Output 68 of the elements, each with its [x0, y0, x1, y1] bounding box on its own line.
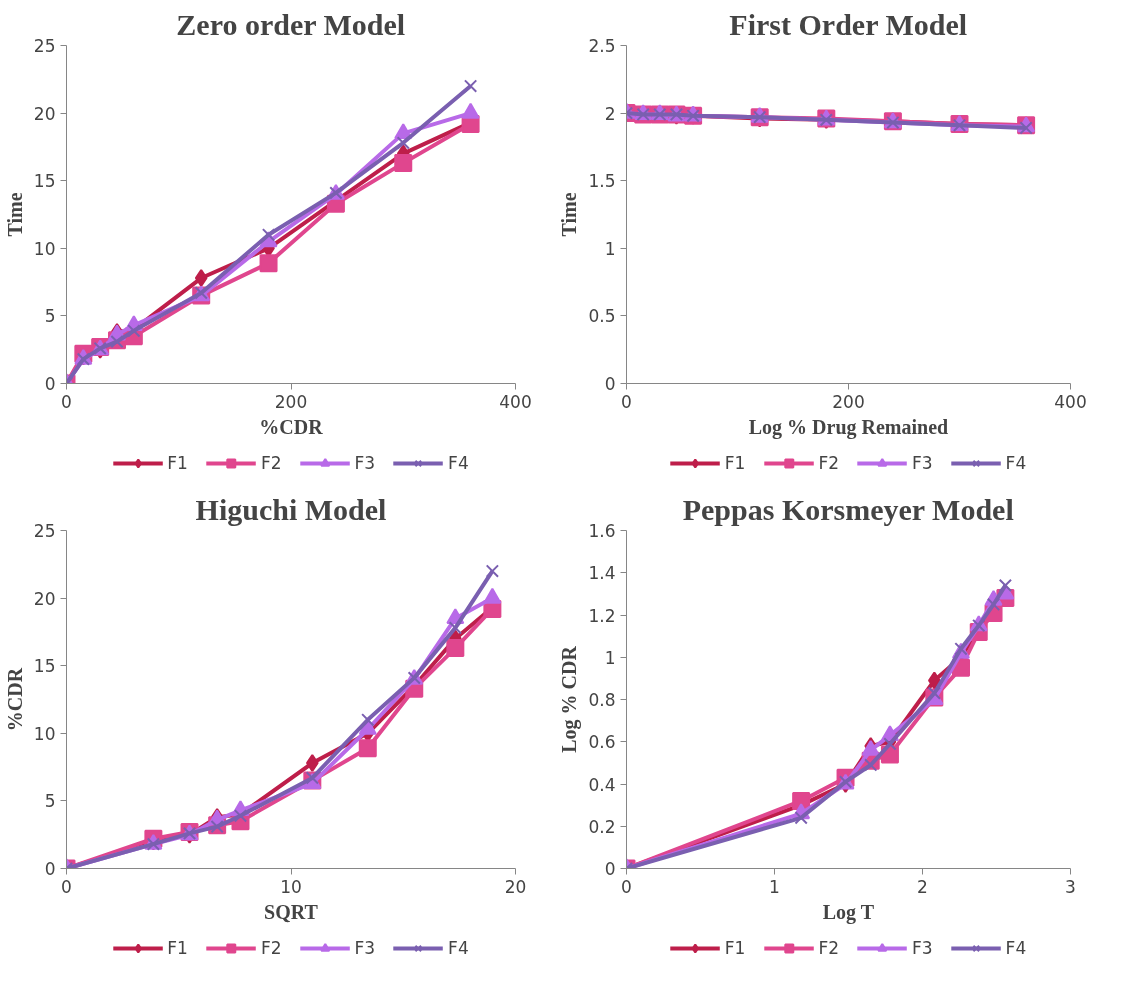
y-tick-label: 15	[33, 656, 56, 677]
y-tick-label: 0	[44, 374, 56, 394]
y-tick-label: 0.4	[588, 774, 616, 795]
x-tick-label: 2	[917, 876, 928, 897]
y-tick-label: 1	[604, 647, 616, 668]
x-tick-label: 0	[621, 876, 632, 897]
y-tick-label: 15	[33, 171, 56, 192]
x-axis-title: Log % Drug Remained	[748, 415, 949, 439]
y-tick-label: 0.5	[588, 306, 616, 327]
x-tick-label: 200	[274, 391, 308, 412]
x-axis-title: Log T	[822, 900, 875, 924]
legend-label: F4	[448, 452, 469, 473]
x-axis-title: SQRT	[264, 900, 319, 923]
x-tick-label: 3	[1065, 876, 1076, 897]
y-tick-label: 5	[44, 306, 56, 327]
y-tick-label: 0.2	[588, 816, 616, 837]
y-tick-label: 0.8	[588, 690, 616, 710]
y-tick-label: 2.5	[588, 36, 616, 56]
x-tick-label: 200	[832, 391, 865, 412]
x-axis-title: %CDR	[259, 415, 324, 438]
x-tick-label: 10	[280, 876, 302, 897]
y-tick-label: 20	[33, 103, 56, 124]
x-tick-label: 0	[61, 876, 72, 897]
legend-label: F2	[260, 937, 282, 958]
legend-label: F3	[912, 452, 933, 473]
y-tick-label: 1.6	[588, 521, 616, 541]
y-tick-label: 25	[33, 521, 56, 541]
y-tick-label: 1.5	[588, 171, 616, 192]
legend-label: F2	[818, 452, 839, 473]
legend-label: F4	[448, 937, 469, 958]
y-axis-title: Time	[558, 192, 581, 237]
x-tick-label: 0	[61, 391, 72, 412]
legend-label: F1	[724, 452, 746, 473]
y-tick-label: 1	[604, 238, 616, 259]
y-tick-label: 10	[33, 238, 56, 259]
y-tick-label: 1.4	[588, 563, 616, 584]
legend-label: F2	[260, 452, 282, 473]
chart-title: Peppas Korsmeyer Model	[682, 492, 1014, 526]
chart-title: First Order Model	[729, 7, 968, 41]
y-tick-label: 0	[604, 374, 616, 394]
x-tick-label: 0	[621, 391, 632, 412]
x-tick-label: 400	[1054, 391, 1087, 412]
legend-label: F4	[1005, 937, 1027, 958]
y-axis-title: Log % CDR	[558, 645, 582, 753]
legend-label: F1	[724, 937, 746, 958]
y-axis-title: %CDR	[3, 667, 26, 732]
x-tick-label: 1	[769, 876, 780, 897]
x-tick-label: 20	[504, 876, 527, 897]
y-tick-label: 25	[33, 36, 56, 56]
legend-label: F1	[167, 937, 188, 958]
x-tick-label: 400	[499, 391, 532, 412]
chart-title: Higuchi Model	[195, 492, 387, 526]
y-tick-label: 1.2	[588, 605, 616, 626]
y-tick-label: 0	[44, 859, 56, 879]
y-tick-label: 2	[604, 103, 616, 124]
chart-title: Zero order Model	[176, 7, 406, 41]
y-tick-label: 10	[33, 723, 56, 744]
legend-label: F2	[818, 937, 839, 958]
legend-label: F1	[167, 452, 188, 473]
y-tick-label: 0.6	[588, 732, 616, 753]
legend-label: F3	[354, 937, 376, 958]
legend-label: F3	[354, 452, 376, 473]
legend-label: F3	[912, 937, 933, 958]
y-tick-label: 0	[604, 859, 616, 879]
y-tick-label: 5	[44, 791, 56, 812]
y-axis-title: Time	[3, 192, 26, 237]
legend-label: F4	[1005, 452, 1027, 473]
y-tick-label: 20	[33, 588, 56, 609]
